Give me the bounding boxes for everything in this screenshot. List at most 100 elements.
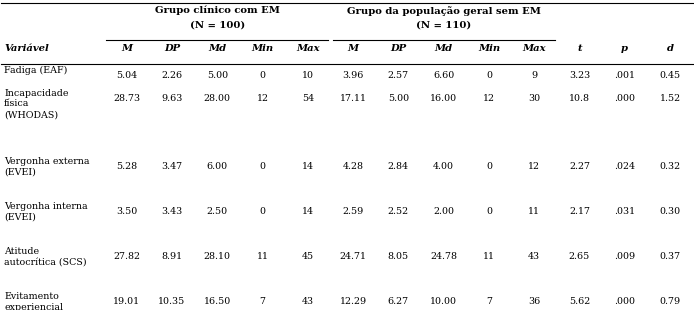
- Text: 5.62: 5.62: [569, 297, 590, 306]
- Text: Vergonha interna
(EVEI): Vergonha interna (EVEI): [4, 202, 87, 222]
- Text: (N = 110): (N = 110): [416, 20, 471, 29]
- Text: 3.43: 3.43: [162, 207, 183, 216]
- Text: Grupo clínico com EM: Grupo clínico com EM: [155, 6, 280, 15]
- Text: 27.82: 27.82: [113, 252, 140, 261]
- Text: 5.04: 5.04: [116, 71, 137, 80]
- Text: Md: Md: [208, 44, 226, 53]
- Text: 4.28: 4.28: [343, 162, 364, 171]
- Text: 2.27: 2.27: [569, 162, 590, 171]
- Text: 12: 12: [528, 162, 540, 171]
- Text: 6.00: 6.00: [207, 162, 228, 171]
- Text: 0: 0: [260, 207, 266, 216]
- Text: Incapacidade
física
(WHODAS): Incapacidade física (WHODAS): [4, 89, 69, 119]
- Text: 2.50: 2.50: [207, 207, 228, 216]
- Text: 12: 12: [483, 94, 495, 103]
- Text: 7: 7: [260, 297, 266, 306]
- Text: .024: .024: [614, 162, 635, 171]
- Text: Min: Min: [251, 44, 273, 53]
- Text: 4.00: 4.00: [433, 162, 454, 171]
- Text: 0: 0: [486, 162, 492, 171]
- Text: 3.96: 3.96: [342, 71, 364, 80]
- Text: 11: 11: [257, 252, 269, 261]
- Text: 2.26: 2.26: [162, 71, 183, 80]
- Text: 2.84: 2.84: [388, 162, 409, 171]
- Text: 3.50: 3.50: [116, 207, 137, 216]
- Text: Md: Md: [434, 44, 452, 53]
- Text: 8.05: 8.05: [388, 252, 409, 261]
- Text: 2.17: 2.17: [569, 207, 590, 216]
- Text: DP: DP: [164, 44, 180, 53]
- Text: 3.23: 3.23: [569, 71, 590, 80]
- Text: 24.71: 24.71: [339, 252, 366, 261]
- Text: t: t: [577, 44, 582, 53]
- Text: 0.79: 0.79: [659, 297, 681, 306]
- Text: 0.37: 0.37: [659, 252, 681, 261]
- Text: Grupo da população geral sem EM: Grupo da população geral sem EM: [347, 6, 541, 16]
- Text: 6.27: 6.27: [388, 297, 409, 306]
- Text: Atitude
autocrítica (SCS): Atitude autocrítica (SCS): [4, 247, 87, 267]
- Text: 12.29: 12.29: [339, 297, 366, 306]
- Text: 10.35: 10.35: [158, 297, 185, 306]
- Text: .000: .000: [614, 94, 635, 103]
- Text: 28.10: 28.10: [204, 252, 231, 261]
- Text: 19.01: 19.01: [113, 297, 140, 306]
- Text: M: M: [348, 44, 359, 53]
- Text: 2.57: 2.57: [388, 71, 409, 80]
- Text: 9.63: 9.63: [161, 94, 183, 103]
- Text: Evitamento
experiencial
(AAQ-II): Evitamento experiencial (AAQ-II): [4, 292, 63, 310]
- Text: 2.59: 2.59: [342, 207, 364, 216]
- Text: 54: 54: [302, 94, 314, 103]
- Text: p: p: [621, 44, 628, 53]
- Text: Max: Max: [296, 44, 320, 53]
- Text: 6.60: 6.60: [433, 71, 455, 80]
- Text: d: d: [666, 44, 673, 53]
- Text: DP: DP: [390, 44, 407, 53]
- Text: Variável: Variável: [4, 44, 49, 53]
- Text: 3.47: 3.47: [162, 162, 183, 171]
- Text: 5.00: 5.00: [207, 71, 228, 80]
- Text: 11: 11: [528, 207, 540, 216]
- Text: 0: 0: [260, 162, 266, 171]
- Text: 7: 7: [486, 297, 492, 306]
- Text: 5.00: 5.00: [388, 94, 409, 103]
- Text: 0: 0: [486, 207, 492, 216]
- Text: 24.78: 24.78: [430, 252, 457, 261]
- Text: Min: Min: [478, 44, 500, 53]
- Text: .001: .001: [614, 71, 635, 80]
- Text: 17.11: 17.11: [339, 94, 366, 103]
- Text: 28.00: 28.00: [204, 94, 231, 103]
- Text: 28.73: 28.73: [113, 94, 140, 103]
- Text: Fadiga (EAF): Fadiga (EAF): [4, 66, 67, 75]
- Text: Vergonha externa
(EVEI): Vergonha externa (EVEI): [4, 157, 90, 176]
- Text: Max: Max: [523, 44, 546, 53]
- Text: 14: 14: [302, 162, 314, 171]
- Text: 8.91: 8.91: [162, 252, 183, 261]
- Text: 2.52: 2.52: [388, 207, 409, 216]
- Text: 1.52: 1.52: [659, 94, 681, 103]
- Text: .031: .031: [614, 207, 635, 216]
- Text: 45: 45: [302, 252, 314, 261]
- Text: 36: 36: [528, 297, 541, 306]
- Text: 10.00: 10.00: [430, 297, 457, 306]
- Text: 2.00: 2.00: [433, 207, 454, 216]
- Text: 0: 0: [486, 71, 492, 80]
- Text: 0.45: 0.45: [659, 71, 681, 80]
- Text: M: M: [121, 44, 133, 53]
- Text: 10: 10: [302, 71, 314, 80]
- Text: 43: 43: [302, 297, 314, 306]
- Text: (N = 100): (N = 100): [189, 20, 245, 29]
- Text: 5.28: 5.28: [116, 162, 137, 171]
- Text: 16.00: 16.00: [430, 94, 457, 103]
- Text: 14: 14: [302, 207, 314, 216]
- Text: 0: 0: [260, 71, 266, 80]
- Text: 16.50: 16.50: [203, 297, 231, 306]
- Text: 0.32: 0.32: [659, 162, 681, 171]
- Text: 43: 43: [528, 252, 540, 261]
- Text: 0.30: 0.30: [659, 207, 681, 216]
- Text: 11: 11: [483, 252, 495, 261]
- Text: 30: 30: [528, 94, 540, 103]
- Text: .009: .009: [614, 252, 635, 261]
- Text: .000: .000: [614, 297, 635, 306]
- Text: 10.8: 10.8: [569, 94, 590, 103]
- Text: 2.65: 2.65: [569, 252, 590, 261]
